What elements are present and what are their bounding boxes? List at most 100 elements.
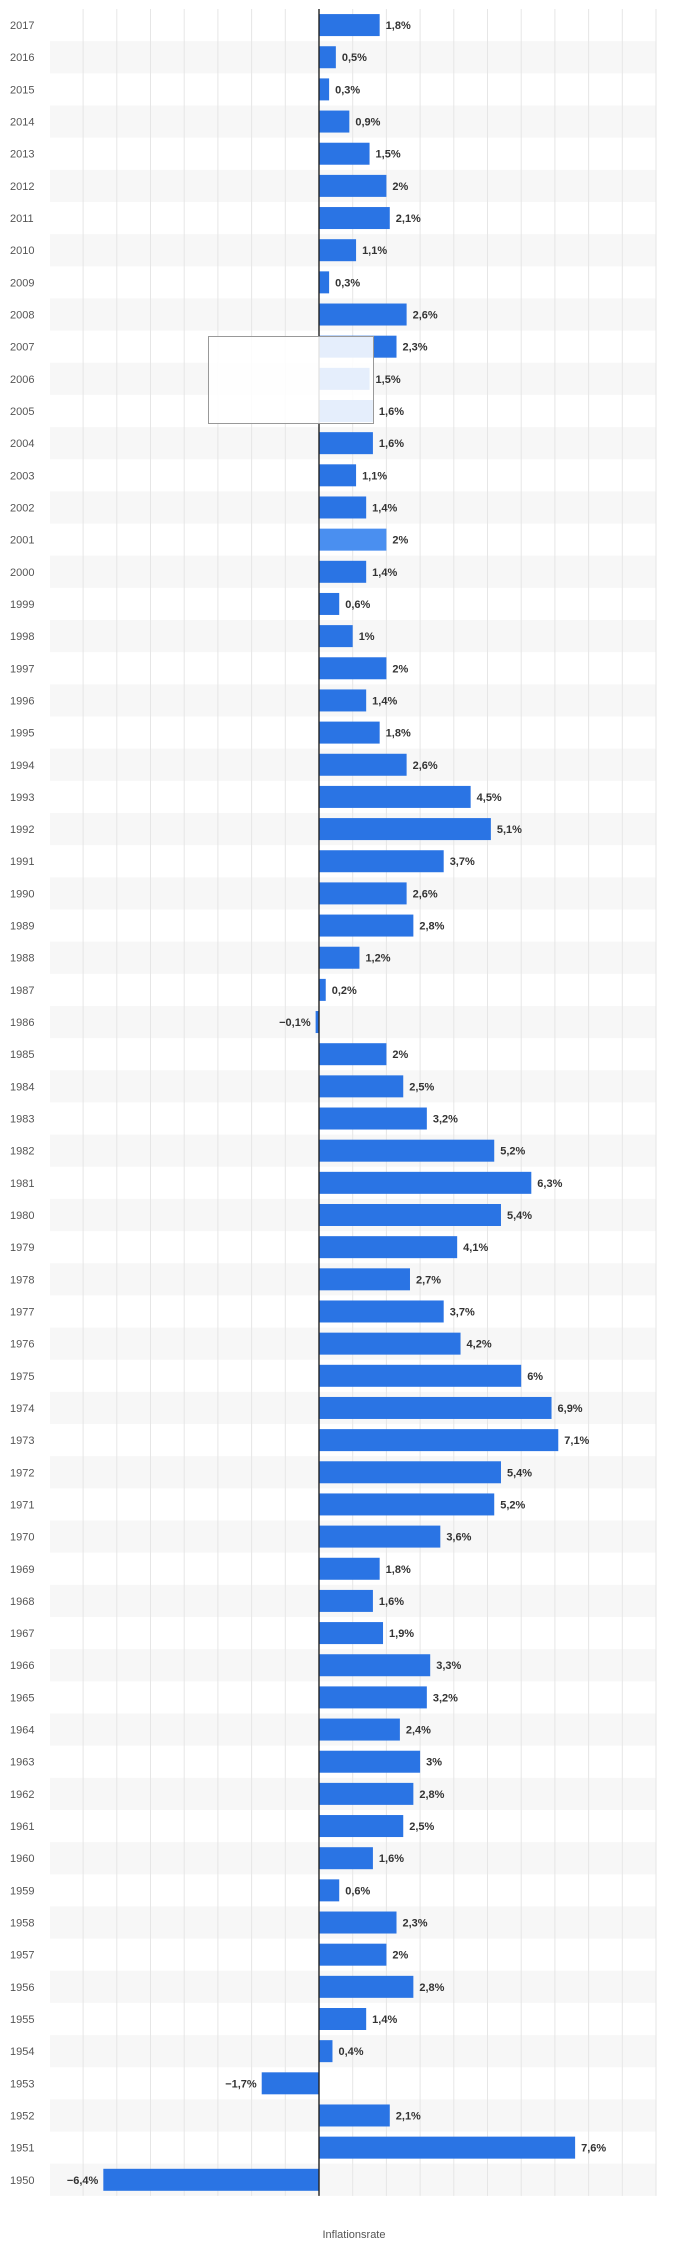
value-label-1969: 1,8%	[386, 1564, 411, 1576]
bar-1976[interactable]	[319, 1332, 461, 1355]
category-label-1964: 1964	[10, 1725, 34, 1737]
category-label-1991: 1991	[10, 856, 34, 868]
category-label-2014: 2014	[10, 117, 34, 129]
bar-1985[interactable]	[319, 1043, 387, 1066]
bar-1954[interactable]	[319, 2040, 333, 2063]
bar-1963[interactable]	[319, 1750, 421, 1773]
bar-2000[interactable]	[319, 560, 367, 583]
bar-1965[interactable]	[319, 1686, 427, 1709]
value-label-1958: 2,3%	[403, 1918, 428, 1930]
bar-2013[interactable]	[319, 142, 370, 165]
value-label-2007: 2,3%	[403, 342, 428, 354]
bar-1978[interactable]	[319, 1268, 410, 1291]
value-label-1966: 3,3%	[436, 1660, 461, 1672]
value-label-1957: 2%	[392, 1950, 408, 1962]
category-label-1993: 1993	[10, 792, 34, 804]
bar-1984[interactable]	[319, 1075, 404, 1098]
bar-1970[interactable]	[319, 1525, 441, 1548]
bar-1964[interactable]	[319, 1718, 400, 1741]
category-label-2017: 2017	[10, 20, 34, 32]
bar-1997[interactable]	[319, 657, 387, 680]
value-label-1965: 3,2%	[433, 1692, 458, 1704]
bar-1974[interactable]	[319, 1396, 552, 1419]
bar-1952[interactable]	[319, 2104, 390, 2127]
bar-1992[interactable]	[319, 818, 491, 841]
bar-1996[interactable]	[319, 689, 367, 712]
value-label-1963: 3%	[426, 1757, 442, 1769]
value-label-1970: 3,6%	[446, 1532, 471, 1544]
bar-1990[interactable]	[319, 882, 407, 905]
value-label-1990: 2,6%	[413, 888, 438, 900]
bar-1950[interactable]	[103, 2168, 319, 2191]
category-label-2015: 2015	[10, 84, 34, 96]
bar-2011[interactable]	[319, 207, 390, 230]
category-label-1967: 1967	[10, 1628, 34, 1640]
bar-1991[interactable]	[319, 850, 444, 873]
bar-1973[interactable]	[319, 1429, 559, 1452]
value-label-2004: 1,6%	[379, 438, 404, 450]
bar-1972[interactable]	[319, 1461, 501, 1484]
bar-1999[interactable]	[319, 592, 340, 615]
value-label-2015: 0,3%	[335, 84, 360, 96]
bar-1956[interactable]	[319, 1975, 414, 1998]
bar-2003[interactable]	[319, 464, 357, 487]
bar-1951[interactable]	[319, 2136, 576, 2159]
bar-1955[interactable]	[319, 2008, 367, 2030]
bar-1998[interactable]	[319, 625, 353, 648]
category-label-1962: 1962	[10, 1789, 34, 1801]
category-label-1974: 1974	[10, 1403, 34, 1415]
value-label-1953: −1,7%	[225, 2078, 257, 2090]
bar-1980[interactable]	[319, 1204, 501, 1226]
bar-1981[interactable]	[319, 1171, 532, 1194]
bar-1968[interactable]	[319, 1589, 373, 1612]
value-label-2006: 1,5%	[376, 374, 401, 386]
bar-1953[interactable]	[261, 2072, 319, 2095]
bar-1967[interactable]	[319, 1622, 384, 1645]
bar-2002[interactable]	[319, 496, 367, 519]
bar-2001[interactable]	[319, 528, 387, 551]
value-label-1996: 1,4%	[372, 695, 397, 707]
bar-1989[interactable]	[319, 914, 414, 937]
bar-1987[interactable]	[319, 978, 326, 1001]
category-label-1997: 1997	[10, 663, 34, 675]
bar-1982[interactable]	[319, 1139, 495, 1162]
x-axis-title: Inflationsrate	[323, 2229, 386, 2241]
value-label-1985: 2%	[392, 1049, 408, 1061]
bar-1971[interactable]	[319, 1493, 495, 1516]
value-label-2000: 1,4%	[372, 567, 397, 579]
bar-2009[interactable]	[319, 271, 330, 294]
bar-1975[interactable]	[319, 1364, 522, 1387]
value-label-2009: 0,3%	[335, 277, 360, 289]
bar-1960[interactable]	[319, 1847, 373, 1870]
bar-1977[interactable]	[319, 1300, 444, 1323]
bar-1961[interactable]	[319, 1815, 404, 1838]
bar-2016[interactable]	[319, 46, 336, 69]
bar-2010[interactable]	[319, 239, 357, 262]
bar-1986[interactable]	[315, 1011, 319, 1034]
value-label-1971: 5,2%	[500, 1499, 525, 1511]
bar-1993[interactable]	[319, 785, 471, 808]
bar-1966[interactable]	[319, 1654, 431, 1677]
bar-1988[interactable]	[319, 946, 360, 969]
bar-2012[interactable]	[319, 174, 387, 197]
category-label-1953: 1953	[10, 2078, 34, 2090]
bar-1959[interactable]	[319, 1879, 340, 1902]
bar-1994[interactable]	[319, 753, 407, 776]
bar-1969[interactable]	[319, 1557, 380, 1580]
bar-1957[interactable]	[319, 1943, 387, 1966]
bar-2004[interactable]	[319, 432, 373, 455]
bar-1979[interactable]	[319, 1236, 458, 1259]
value-label-1967: 1,9%	[389, 1628, 414, 1640]
bar-1962[interactable]	[319, 1782, 414, 1805]
bar-1995[interactable]	[319, 721, 380, 744]
value-labels: 1,8% 0,5% 0,3% 0,9% 1,5% 2% 2,1% 1,1% 0,3% 2,6% 2,…	[67, 20, 607, 2187]
bar-2014[interactable]	[319, 110, 350, 133]
bar-2008[interactable]	[319, 303, 407, 326]
bar-1958[interactable]	[319, 1911, 397, 1934]
category-label-1968: 1968	[10, 1596, 34, 1608]
bar-2015[interactable]	[319, 78, 330, 101]
bar-1983[interactable]	[319, 1107, 427, 1130]
bar-2017[interactable]	[319, 14, 380, 37]
category-label-1979: 1979	[10, 1242, 34, 1254]
value-label-2012: 2%	[392, 181, 408, 193]
